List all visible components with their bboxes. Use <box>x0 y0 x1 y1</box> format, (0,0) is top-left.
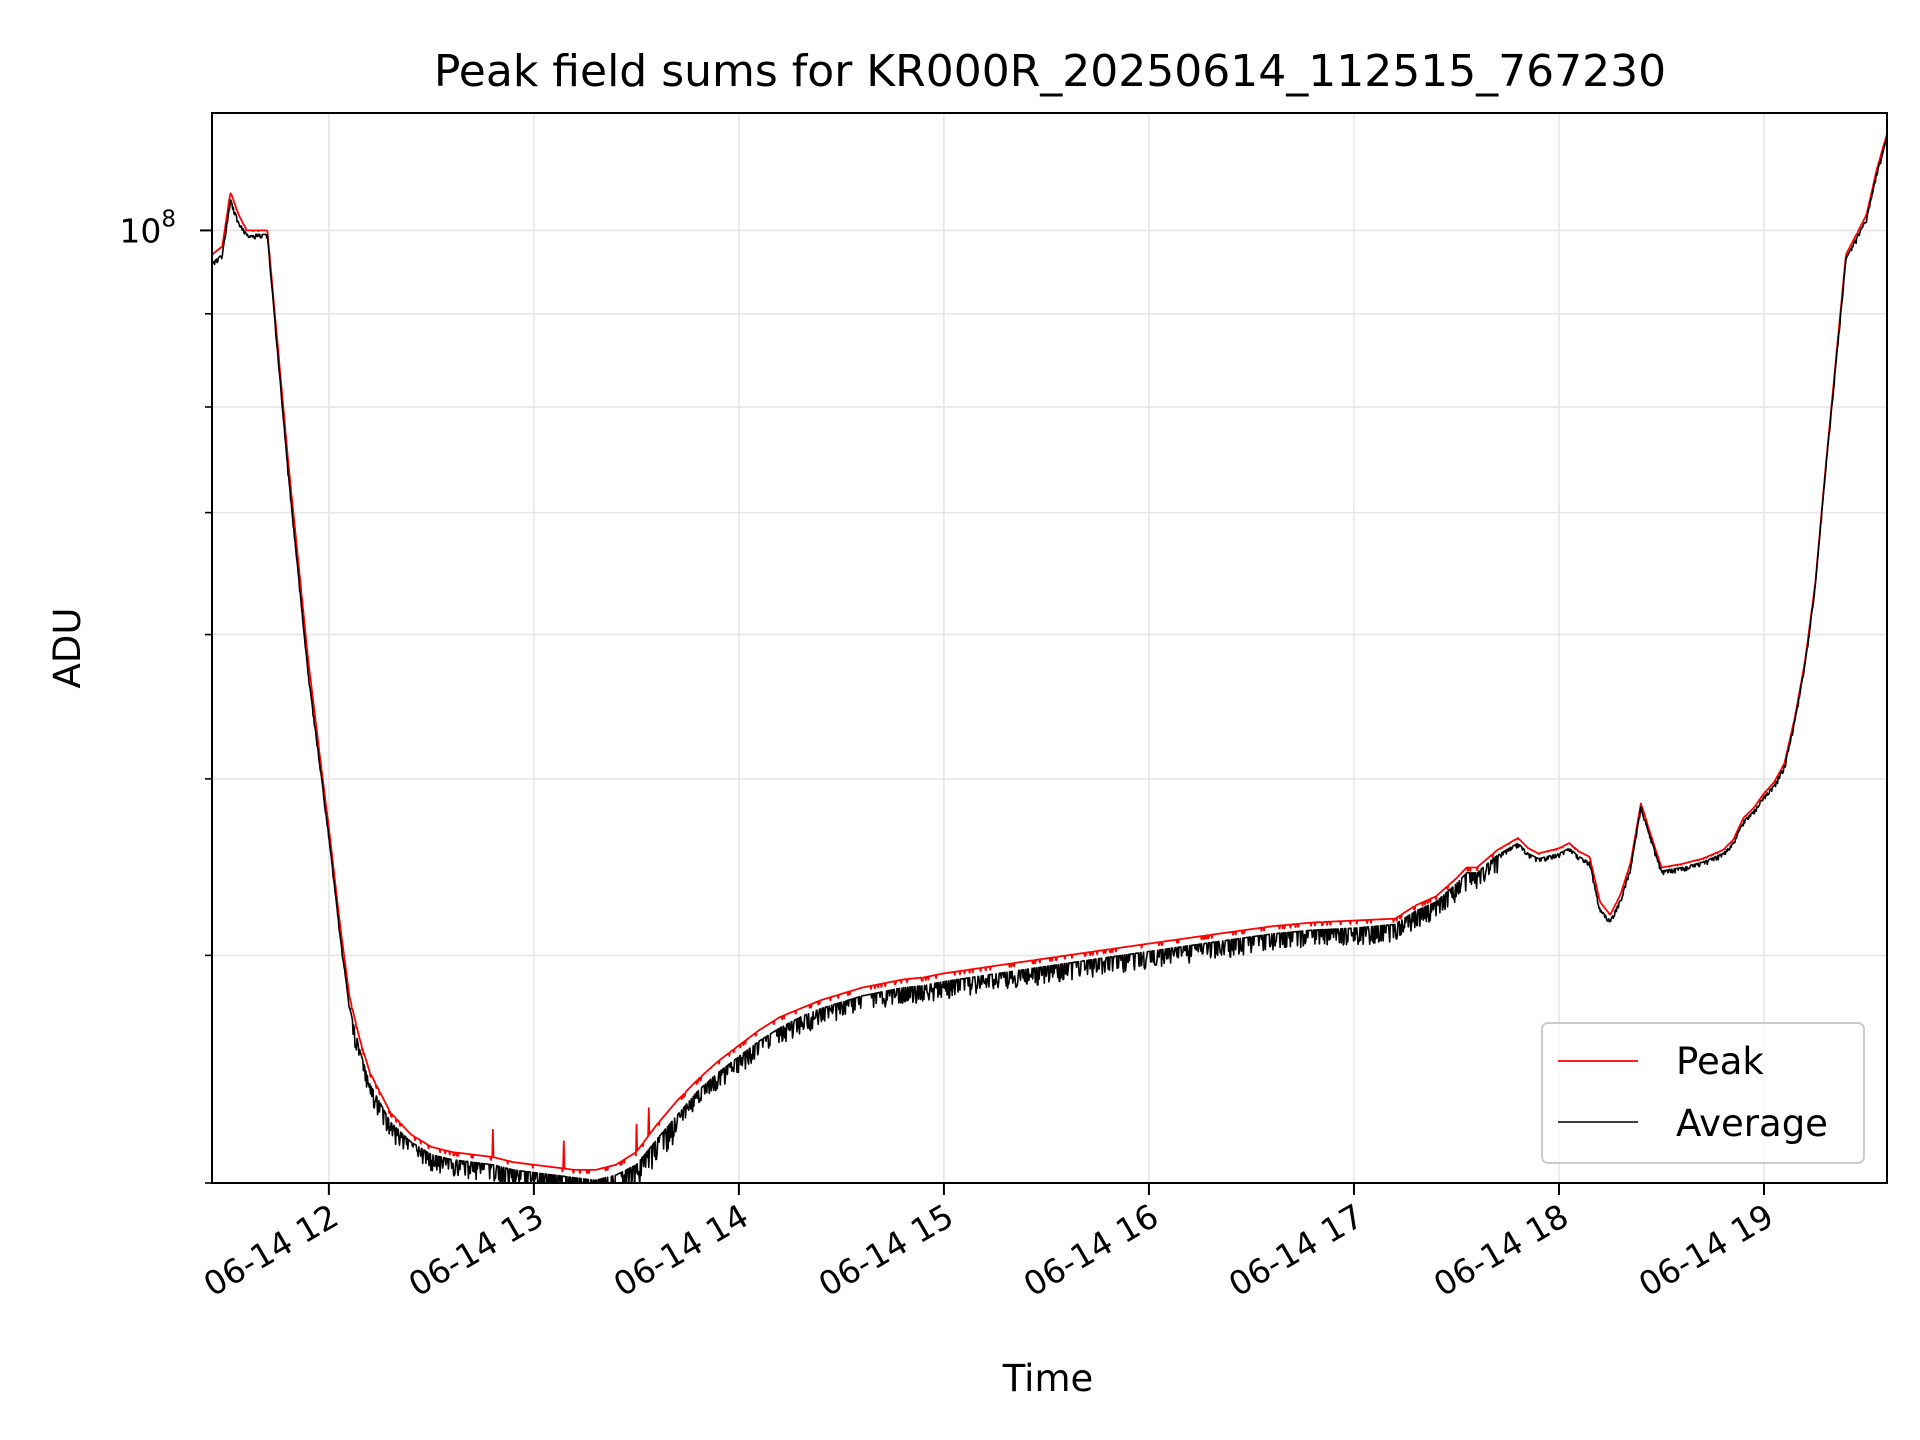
legend-average-label: Average <box>1676 1102 1828 1145</box>
legend-box <box>1541 1022 1865 1164</box>
y-axis-label: ADU <box>46 608 89 689</box>
plot-frame <box>211 112 1888 1184</box>
x-axis-label: Time <box>1002 1357 1094 1400</box>
legend: Peak Average <box>1541 1022 1865 1164</box>
plot-area <box>212 133 1887 1183</box>
legend-peak-label: Peak <box>1676 1040 1764 1083</box>
series-average-line <box>212 137 1887 1183</box>
chart-title: Peak field sums for KR000R_20250614_1125… <box>434 46 1666 97</box>
series-peak-line <box>212 133 1887 1174</box>
